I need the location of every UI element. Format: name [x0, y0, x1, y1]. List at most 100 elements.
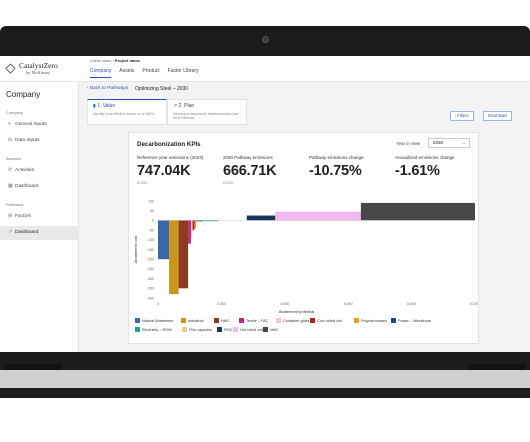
- step-description: Identify cost-effective levers on a MACC: [93, 112, 156, 116]
- legend-swatch: [182, 327, 187, 332]
- chevron-down-icon: ⌄: [462, 140, 466, 145]
- step-plan-tab[interactable]: ↗ 2. Plan Develop a sequenced implementa…: [167, 99, 247, 125]
- logo-subtitle: by McKinsey: [26, 70, 51, 75]
- kpi-unit: tCO2e: [137, 181, 148, 185]
- kpi-value: -10.75%: [309, 163, 362, 179]
- sidebar-item-pathways-dashboard[interactable]: ↗ Dashboard: [0, 226, 79, 240]
- step-value-tab[interactable]: ▮ 1. Value Identify cost-effective lever…: [87, 99, 167, 125]
- main-content: ‹ Back to Pathways Optimizing Steel – 20…: [79, 82, 530, 352]
- card-title: Decarbonization KPIs: [137, 141, 201, 148]
- macc-bar-1: [169, 220, 179, 295]
- macc-bar-10: [275, 211, 361, 221]
- sidebar-item-label: Data Inputs: [15, 138, 40, 143]
- logo-title: CatalystZero: [19, 61, 58, 70]
- legend-item[interactable]: Natural Abatement: [135, 318, 173, 323]
- y-axis-label: Abatement cost: [133, 235, 138, 264]
- step-description: Develop a sequenced implementation plan …: [173, 112, 240, 120]
- filters-button[interactable]: ⫶ Filters: [450, 111, 474, 121]
- legend-label: Power – Windshore: [398, 319, 432, 323]
- download-button[interactable]: Download: [483, 111, 512, 121]
- tab-product[interactable]: Product: [142, 68, 160, 74]
- legend-label: Film capacitor: [189, 328, 213, 332]
- kpi-label: Pathway emissions change: [309, 155, 364, 160]
- y-tick-label: -50: [149, 228, 154, 232]
- legend-item[interactable]: Container glass: [276, 318, 309, 323]
- kpi-value: 747.04K: [137, 163, 191, 179]
- kpi-card: Decarbonization KPIs Year in view 2030 ⌄…: [128, 132, 479, 344]
- legend-item[interactable]: Textile – FAC: [239, 318, 268, 323]
- legend-item[interactable]: Polycarbonates: [354, 318, 387, 323]
- legend-item[interactable]: Industrial: [181, 318, 203, 323]
- breadcrumb-client[interactable]: Client name: [90, 58, 112, 63]
- sidebar-group-company: Company: [6, 110, 24, 115]
- sidebar-group-pathways: Pathways: [6, 202, 24, 207]
- back-label: Back to Pathways: [89, 86, 129, 91]
- breadcrumb-project[interactable]: Project name: [114, 58, 141, 63]
- legend-label: NMC: [221, 319, 230, 323]
- x-tick-label: 8,000: [407, 302, 416, 306]
- kpi-value: 666.71K: [223, 163, 277, 179]
- sidebar: Company Company ≡ General Inputs ⊟ Data In…: [0, 82, 79, 352]
- legend-label: Industrial: [188, 319, 204, 323]
- x-tick-label: 0: [157, 302, 159, 306]
- legend-swatch: [135, 327, 140, 332]
- dashboard-icon: ▦: [8, 184, 13, 189]
- legend-label: Cool rolled coil: [317, 319, 342, 323]
- legend-item[interactable]: Power – Windshore: [391, 318, 431, 323]
- sidebar-item-general-inputs[interactable]: ≡ General Inputs: [0, 118, 79, 132]
- year-select[interactable]: 2030 ⌄: [428, 138, 470, 148]
- app-logo[interactable]: CatalystZero by McKinsey: [5, 61, 64, 78]
- macc-bar-4: [190, 220, 193, 238]
- macc-bar-3: [188, 220, 191, 244]
- sidebar-item-label: General Inputs: [15, 122, 47, 127]
- legend-item[interactable]: NMC: [263, 327, 279, 332]
- sidebar-item-factors[interactable]: ⊞ Factors: [0, 210, 79, 224]
- page-title: Optimizing Steel – 2030: [135, 86, 189, 92]
- y-tick-label: 0: [152, 219, 154, 223]
- legend-swatch: [263, 327, 268, 332]
- y-tick-label: -100: [147, 238, 154, 242]
- macc-bar-5: [192, 220, 195, 231]
- legend-swatch: [276, 318, 281, 323]
- kpi-annualized-change: Annualized emissions change -1.61%: [395, 155, 480, 181]
- sidebar-item-activities[interactable]: ⟳ Activities: [0, 164, 79, 178]
- legend-label: Electricity – ROW: [142, 328, 172, 332]
- kpi-value: -1.61%: [395, 163, 440, 179]
- tab-factor-library[interactable]: Factor Library: [167, 68, 199, 74]
- legend-swatch: [391, 318, 396, 323]
- sidebar-item-data-inputs[interactable]: ⊟ Data Inputs: [0, 134, 79, 148]
- macc-bar-8: [202, 220, 219, 222]
- x-tick-label: 2,000: [217, 302, 226, 306]
- legend-swatch: [239, 318, 244, 323]
- back-to-pathways-link[interactable]: ‹ Back to Pathways: [87, 86, 129, 91]
- bar-chart-icon: ▮: [93, 103, 98, 109]
- step-label: 1. Value: [97, 103, 116, 109]
- legend-item[interactable]: Hot rolled coil: [233, 327, 263, 332]
- filter-icon: ⫶: [455, 113, 458, 118]
- tab-company[interactable]: Company: [90, 68, 112, 78]
- download-label: Download: [488, 113, 507, 118]
- legend-item[interactable]: Cool rolled coil: [310, 318, 342, 323]
- sidebar-item-label: Dashboard: [15, 230, 39, 235]
- macc-bar-0: [158, 220, 170, 260]
- legend-swatch: [214, 318, 219, 323]
- legend-item[interactable]: Electricity – ROW: [135, 327, 172, 332]
- legend-item[interactable]: PMC: [217, 327, 232, 332]
- step-tabs: ▮ 1. Value Identify cost-effective lever…: [87, 99, 247, 125]
- sidebar-item-baseline-dashboard[interactable]: ▦ Dashboard: [0, 180, 79, 194]
- breadcrumb: Client name › Project name: [90, 58, 141, 63]
- legend-item[interactable]: Film capacitor: [182, 327, 213, 332]
- webcam-icon: [262, 36, 269, 43]
- macc-bar-7: [196, 220, 203, 222]
- laptop-bottom-bezel: [0, 352, 530, 370]
- main-nav-tabs: Company Assets Product Factor Library: [90, 68, 199, 78]
- app-screen: CatalystZero by McKinsey Client name › P…: [0, 56, 530, 352]
- y-tick-label: -350: [147, 287, 154, 291]
- factors-icon: ⊞: [8, 214, 13, 219]
- tab-assets[interactable]: Assets: [119, 68, 135, 74]
- legend-item[interactable]: NMC: [214, 318, 230, 323]
- legend-label: Container glass: [283, 319, 310, 323]
- macc-bar-2: [178, 220, 189, 289]
